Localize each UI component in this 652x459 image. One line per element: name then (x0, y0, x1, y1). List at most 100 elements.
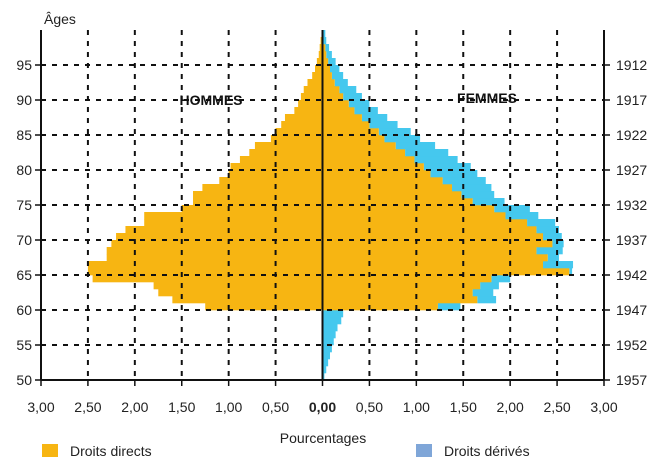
bar-women-derived-age-63 (480, 282, 499, 290)
bar-women-direct-age-83 (322, 142, 396, 150)
bar-men-direct-age-95 (316, 58, 323, 66)
bar-women-direct-age-84 (322, 135, 385, 143)
x-tick-label-12: 3,00 (590, 399, 617, 415)
bar-men-direct-age-62 (158, 289, 323, 297)
bars-layer (87, 30, 574, 381)
x-tick-label-5: 0,50 (262, 399, 289, 415)
bar-women-direct-age-88 (322, 107, 355, 115)
bar-men-direct-age-78 (219, 177, 323, 185)
bar-women-direct-age-65 (322, 268, 570, 276)
x-tick-label-11: 2,50 (543, 399, 570, 415)
bar-men-direct-age-76 (193, 191, 323, 199)
bar-women-direct-age-97 (322, 44, 326, 52)
bar-men-direct-age-61 (172, 296, 323, 304)
y-tick-label-5: 75 (16, 197, 32, 213)
bar-women-derived-age-92 (334, 79, 348, 87)
y-tick-label-3: 65 (16, 267, 32, 283)
legend-swatch-derived (416, 444, 432, 457)
bar-women-derived-age-82 (405, 149, 449, 157)
bar-women-derived-age-57 (322, 324, 338, 332)
y-tick-label-4: 70 (16, 232, 32, 248)
bar-men-direct-age-65 (87, 268, 323, 276)
bar-men-direct-age-86 (281, 121, 323, 129)
bar-women-direct-age-60 (322, 303, 438, 311)
bar-men-direct-age-73 (144, 212, 323, 220)
legend-swatch-direct (42, 444, 58, 457)
bar-women-direct-age-95 (322, 58, 329, 66)
bar-men-direct-age-63 (153, 282, 323, 290)
year-label-2: 1947 (616, 302, 647, 318)
year-label-0: 1957 (616, 372, 647, 388)
bar-women-derived-age-64 (491, 275, 511, 283)
bar-women-derived-age-74 (494, 205, 530, 213)
x-tick-label-8: 1,00 (403, 399, 430, 415)
x-tick-label-9: 1,50 (450, 399, 477, 415)
bar-women-direct-age-63 (322, 282, 481, 290)
bar-women-direct-age-91 (322, 86, 340, 94)
legend-label-derived: Droits dérivés (444, 443, 530, 459)
bar-men-direct-age-75 (193, 198, 323, 206)
bar-women-derived-age-96 (326, 51, 332, 59)
bar-women-direct-age-73 (322, 212, 506, 220)
bar-women-derived-age-87 (361, 114, 388, 122)
bar-women-direct-age-90 (322, 93, 344, 101)
bar-women-derived-age-95 (328, 58, 336, 66)
x-tick-label-1: 2,50 (74, 399, 101, 415)
bar-men-direct-age-70 (116, 233, 323, 241)
x-tick-label-4: 1,00 (215, 399, 242, 415)
bar-women-derived-age-88 (354, 107, 378, 115)
bar-women-direct-age-82 (322, 149, 406, 157)
bar-women-derived-age-81 (414, 156, 458, 164)
bar-women-derived-age-83 (395, 142, 436, 150)
bar-women-derived-age-72 (527, 219, 556, 227)
y-tick-label-8: 90 (16, 92, 32, 108)
bar-women-direct-age-96 (322, 51, 327, 59)
bar-men-direct-age-72 (144, 219, 323, 227)
year-label-1: 1952 (616, 337, 647, 353)
bar-men-direct-age-69 (111, 240, 323, 248)
bar-women-derived-age-99 (323, 30, 326, 38)
bar-women-direct-age-93 (322, 72, 332, 80)
bar-women-derived-age-56 (322, 331, 336, 339)
bar-women-direct-age-86 (322, 121, 370, 129)
bar-women-direct-age-94 (322, 65, 331, 73)
bar-women-derived-age-75 (472, 198, 505, 206)
y-tick-label-7: 85 (16, 127, 32, 143)
bar-women-direct-age-92 (322, 79, 335, 87)
bar-men-direct-age-93 (312, 72, 323, 80)
bar-women-direct-age-68 (322, 247, 537, 255)
bar-women-direct-age-80 (322, 163, 424, 171)
bar-women-derived-age-65 (569, 268, 573, 276)
bar-women-derived-age-85 (378, 128, 411, 136)
bar-women-direct-age-77 (322, 184, 452, 192)
bar-men-direct-age-87 (284, 114, 323, 122)
bar-women-derived-age-89 (348, 100, 370, 108)
bar-women-derived-age-98 (323, 37, 327, 45)
bar-women-direct-age-70 (322, 233, 544, 241)
bar-men-direct-age-81 (239, 156, 323, 164)
bar-men-direct-age-82 (249, 149, 323, 157)
axes-layer: 3,00 2,50 2,00 1,50 1,00 0,50 0,00 0,50 1,00 1,50… (16, 30, 647, 415)
x-tick-label-3: 1,50 (168, 399, 195, 415)
bar-men-direct-age-83 (254, 142, 323, 150)
bar-women-derived-age-73 (505, 212, 539, 220)
bar-women-direct-age-72 (322, 219, 528, 227)
bar-women-derived-age-84 (384, 135, 421, 143)
bar-women-derived-age-86 (369, 121, 398, 129)
bar-women-direct-age-69 (322, 240, 553, 248)
bar-women-derived-age-67 (547, 254, 559, 262)
bar-women-direct-age-76 (322, 191, 462, 199)
bar-women-direct-age-74 (322, 205, 495, 213)
x-tick-label-2: 2,00 (121, 399, 148, 415)
year-label-9: 1912 (616, 57, 647, 73)
y-tick-label-2: 60 (16, 302, 32, 318)
year-label-6: 1927 (616, 162, 647, 178)
bar-women-derived-age-78 (442, 177, 486, 185)
y-tick-label-1: 55 (16, 337, 32, 353)
bar-women-direct-age-89 (322, 100, 349, 108)
bar-men-direct-age-84 (270, 135, 323, 143)
bar-women-derived-age-70 (543, 233, 562, 241)
x-tick-label-10: 2,00 (497, 399, 524, 415)
bar-women-derived-age-58 (322, 317, 342, 325)
